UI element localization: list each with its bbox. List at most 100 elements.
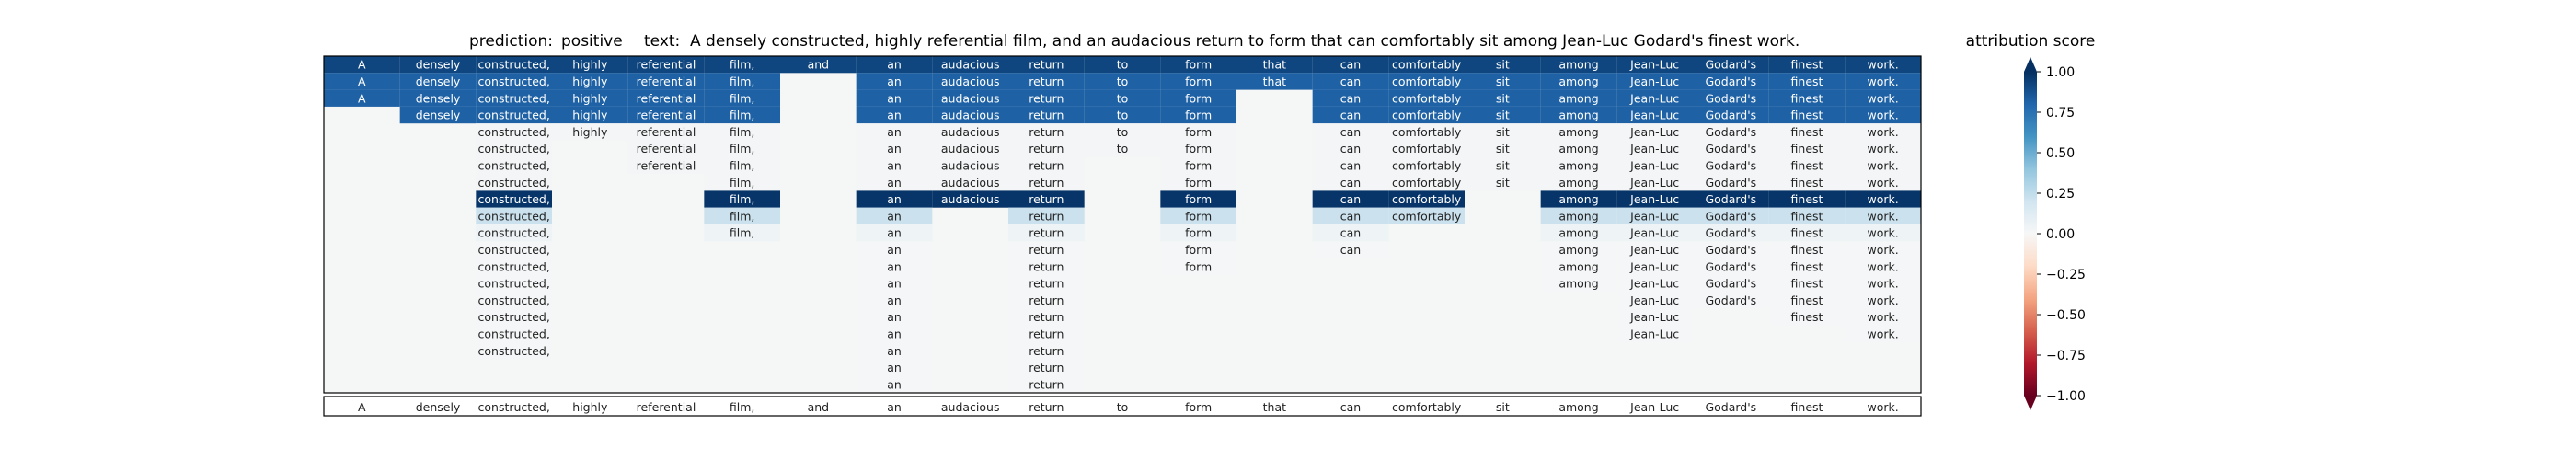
cell-token-label: can: [1340, 176, 1361, 190]
heatmap-cell: [1160, 156, 1236, 175]
heatmap-cell: [1388, 73, 1465, 90]
heatmap-cell: [476, 140, 552, 157]
heatmap-cell: [1616, 174, 1693, 191]
heatmap-cell: [856, 56, 933, 74]
heatmap-cell: [1616, 140, 1693, 157]
heatmap-cell: [552, 123, 628, 141]
heatmap-cell: [932, 123, 1008, 141]
heatmap-cell: [1845, 156, 1921, 175]
cell-token-label: audacious: [941, 109, 1000, 122]
cell-token-label: sit: [1496, 125, 1510, 139]
heatmap-cell: [1236, 73, 1313, 90]
heatmap-row: constructed, referential film, an audacious r…: [476, 140, 1921, 157]
heatmap-cell: [1540, 224, 1617, 242]
cell-token-label: return: [1029, 344, 1064, 358]
heatmap-cell: [1616, 156, 1693, 175]
cell-token-label: finest: [1791, 109, 1823, 122]
heatmap-cell: [856, 292, 933, 309]
cell-token-label: an: [887, 259, 902, 273]
cell-token-label: among: [1558, 91, 1598, 105]
cell-token-label: Jean-Luc: [1629, 58, 1679, 72]
text-label: text:: [644, 32, 680, 51]
colorbar-title: attribution score: [1966, 32, 2096, 51]
heatmap-cell: [1084, 106, 1161, 124]
heatmap-cell: [1845, 123, 1921, 141]
cell-token-label: work.: [1868, 58, 1899, 72]
cell-token-label: Godard's: [1705, 259, 1756, 273]
cell-token-label: constructed,: [478, 109, 550, 122]
cell-token-label: finest: [1791, 142, 1823, 155]
heatmap-cell: [704, 123, 780, 141]
cell-token-label: referential: [637, 109, 696, 122]
heatmap-cell: [704, 174, 780, 191]
heatmap-cell: [1845, 292, 1921, 309]
bottom-token-label: audacious: [941, 400, 1000, 414]
cell-token-label: form: [1185, 243, 1212, 257]
cell-token-label: constructed,: [478, 277, 550, 291]
cell-token-label: finest: [1791, 58, 1823, 72]
heatmap-cell: [1008, 207, 1085, 224]
bottom-token-label: film,: [730, 400, 755, 414]
heatmap-cell: [932, 174, 1008, 191]
heatmap-cell: [1693, 207, 1769, 224]
heatmap-cell: [1388, 89, 1465, 107]
heatmap-row: an return: [856, 375, 1085, 393]
heatmap-cell: [1388, 190, 1465, 208]
cell-token-label: comfortably: [1392, 91, 1462, 105]
cell-token-label: form: [1185, 125, 1212, 139]
colorbar-tick-label: −0.75: [2046, 349, 2086, 363]
heatmap-cell: [1465, 89, 1541, 107]
cell-token-label: constructed,: [478, 91, 550, 105]
heatmap-row: constructed, film, an audacious return form ca…: [476, 190, 1921, 208]
heatmap-cell: [704, 106, 780, 124]
cell-token-label: among: [1558, 109, 1598, 122]
cell-token-label: return: [1029, 209, 1064, 223]
bottom-token-label: Godard's: [1705, 400, 1756, 414]
cell-token-label: constructed,: [478, 209, 550, 223]
cell-token-label: work.: [1868, 125, 1899, 139]
cell-token-label: return: [1029, 142, 1064, 155]
cell-token-label: referential: [637, 142, 696, 155]
cell-token-label: to: [1117, 125, 1129, 139]
heatmap-row: constructed, an return Jean-Luc Godard's fine…: [476, 292, 1921, 309]
cell-token-label: Jean-Luc: [1629, 125, 1679, 139]
cell-token-label: can: [1340, 158, 1361, 172]
heatmap-cell: [1388, 207, 1465, 224]
heatmap-cell: [1008, 56, 1085, 74]
cell-token-label: work.: [1868, 209, 1899, 223]
heatmap-cell: [1008, 292, 1085, 309]
heatmap-cell: [1845, 73, 1921, 90]
heatmap-cell: [324, 89, 400, 107]
cell-token-label: finest: [1791, 209, 1823, 223]
cell-token-label: among: [1558, 142, 1598, 155]
cell-token-label: film,: [730, 125, 755, 139]
heatmap-cell: [1616, 56, 1693, 74]
heatmap-cell: [1693, 190, 1769, 208]
cell-token-label: among: [1558, 259, 1598, 273]
heatmap-row: densely constructed, highly referential film…: [399, 106, 1921, 124]
heatmap-row: constructed, film, an return form can among Jea…: [476, 224, 1921, 242]
cell-token-label: comfortably: [1392, 75, 1462, 88]
heatmap-cell: [1312, 207, 1389, 224]
cell-token-label: finest: [1791, 293, 1823, 307]
heatmap-cell: [476, 56, 552, 74]
cell-token-label: work.: [1868, 75, 1899, 88]
cell-token-label: finest: [1791, 310, 1823, 324]
cell-token-label: Godard's: [1705, 209, 1756, 223]
cell-token-label: an: [887, 209, 902, 223]
cell-token-label: comfortably: [1392, 192, 1462, 206]
heatmap-cell: [1008, 190, 1085, 208]
cell-token-label: Jean-Luc: [1629, 209, 1679, 223]
cell-token-label: Godard's: [1705, 158, 1756, 172]
heatmap-cell: [1845, 174, 1921, 191]
cell-token-label: can: [1340, 125, 1361, 139]
cell-token-label: Jean-Luc: [1629, 293, 1679, 307]
cell-token-label: Jean-Luc: [1629, 158, 1679, 172]
heatmap-cell: [1540, 156, 1617, 175]
heatmap-cell: [1008, 325, 1085, 343]
heatmap-cell: [856, 308, 933, 326]
bottom-token-label: highly: [572, 400, 608, 414]
heatmap-row: constructed, referential film, an audacious r…: [476, 156, 1921, 175]
bottom-token-label: constructed,: [478, 400, 550, 414]
heatmap-cell: [1693, 258, 1769, 275]
